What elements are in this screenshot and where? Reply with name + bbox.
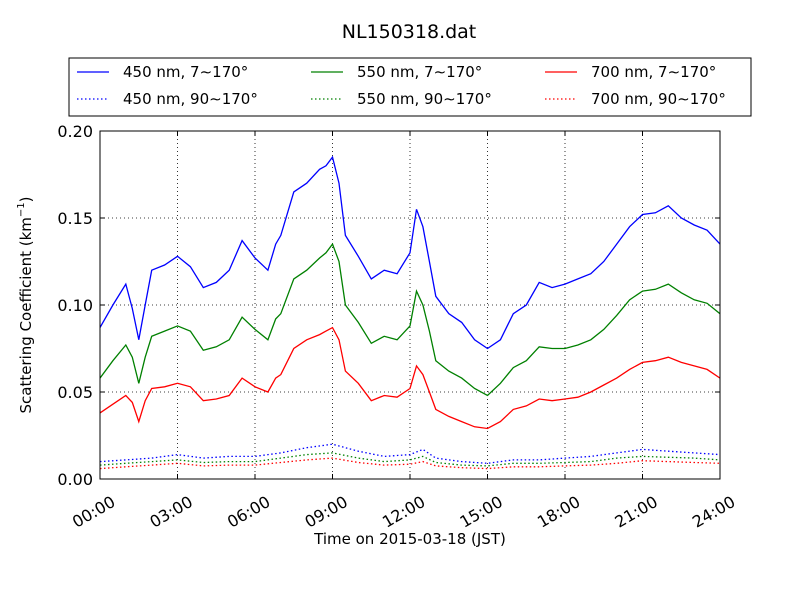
chart-title: NL150318.dat <box>342 21 477 43</box>
series-line <box>100 452 720 467</box>
y-tick-label: 0.20 <box>57 122 93 141</box>
y-axis-label-close: ) <box>17 196 35 202</box>
legend-label: 550 nm, 90∼170° <box>357 90 492 108</box>
legend-label: 450 nm, 90∼170° <box>123 90 258 108</box>
y-axis-label: Scattering Coefficient (km−1) <box>16 196 35 413</box>
y-tick-label: 0.05 <box>57 383 93 402</box>
grid <box>100 131 720 479</box>
series-line <box>100 326 720 430</box>
y-axis-label-main: Scattering Coefficient (km <box>17 217 35 413</box>
series-line <box>100 242 720 397</box>
legend-label: 700 nm, 7∼170° <box>591 63 716 81</box>
legend: 450 nm, 7∼170° 550 nm, 7∼170° 700 nm, 7∼17… <box>68 57 752 117</box>
legend-box <box>68 57 752 117</box>
legend-label: 450 nm, 7∼170° <box>123 63 248 81</box>
legend-label: 700 nm, 90∼170° <box>591 90 726 108</box>
series-line <box>100 443 720 464</box>
series-layer <box>100 155 720 470</box>
y-tick-label: 0.00 <box>57 470 93 489</box>
x-axis-label: Time on 2015-03-18 (JST) <box>313 530 506 548</box>
y-tick-label: 0.15 <box>57 209 93 228</box>
y-axis-label-sup: −1 <box>16 202 27 217</box>
y-tick-label: 0.10 <box>57 296 93 315</box>
legend-label: 550 nm, 7∼170° <box>357 63 482 81</box>
series-line <box>100 155 720 350</box>
